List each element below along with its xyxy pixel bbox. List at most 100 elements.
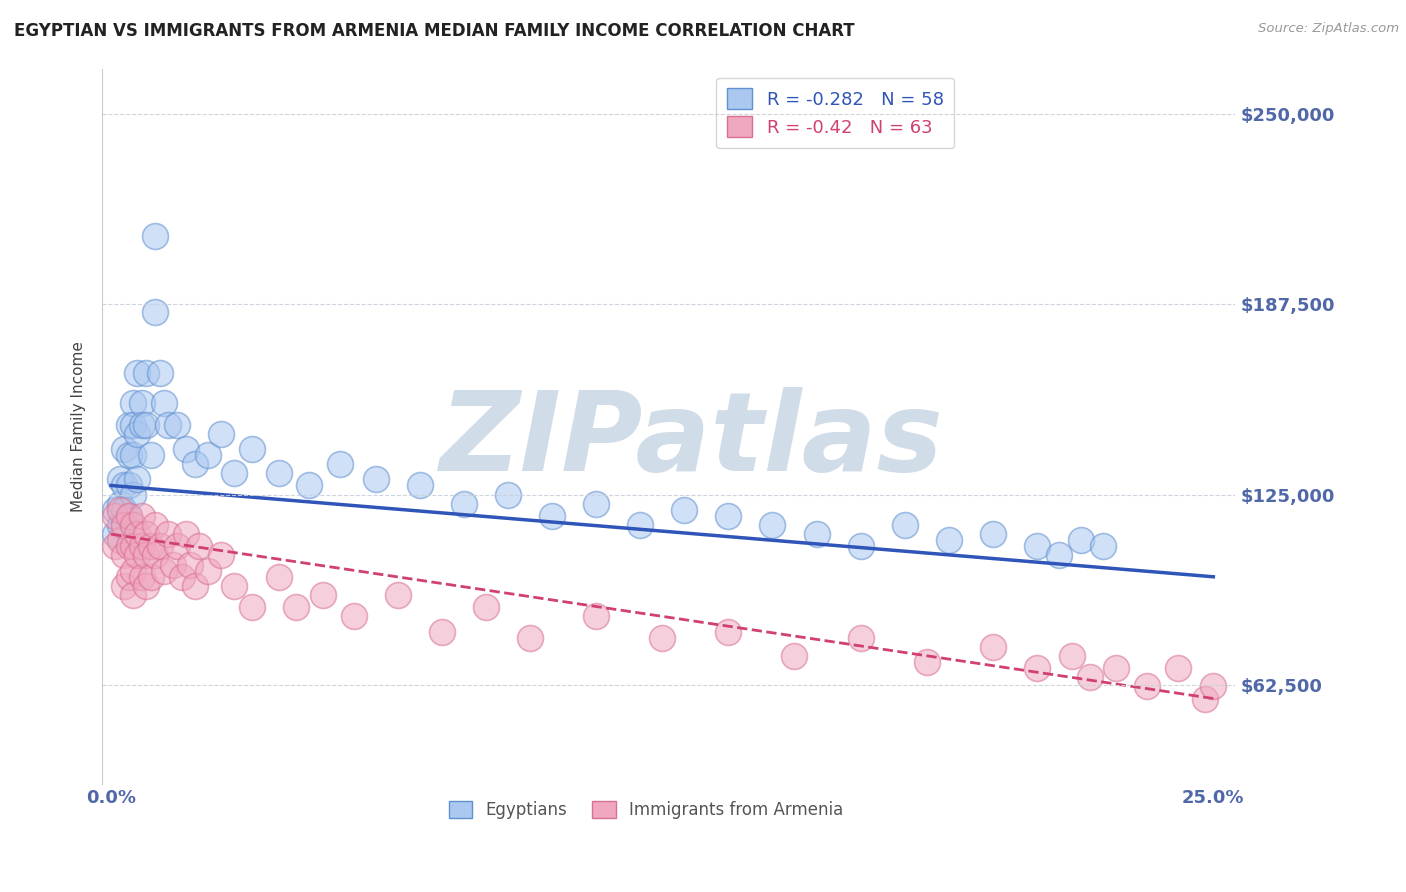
Text: Source: ZipAtlas.com: Source: ZipAtlas.com bbox=[1258, 22, 1399, 36]
Point bbox=[135, 579, 157, 593]
Point bbox=[1026, 539, 1049, 553]
Point bbox=[585, 609, 607, 624]
Point bbox=[188, 539, 211, 553]
Text: EGYPTIAN VS IMMIGRANTS FROM ARMENIA MEDIAN FAMILY INCOME CORRELATION CHART: EGYPTIAN VS IMMIGRANTS FROM ARMENIA MEDI… bbox=[14, 22, 855, 40]
Point bbox=[541, 508, 564, 523]
Point bbox=[139, 570, 162, 584]
Point bbox=[519, 631, 541, 645]
Point bbox=[139, 448, 162, 462]
Point bbox=[148, 366, 170, 380]
Point bbox=[170, 570, 193, 584]
Point bbox=[184, 457, 207, 471]
Point bbox=[267, 570, 290, 584]
Point bbox=[761, 518, 783, 533]
Point bbox=[267, 467, 290, 481]
Point bbox=[131, 396, 153, 410]
Point bbox=[131, 570, 153, 584]
Point bbox=[1062, 648, 1084, 663]
Point bbox=[143, 228, 166, 243]
Point bbox=[174, 527, 197, 541]
Point bbox=[1167, 661, 1189, 675]
Point bbox=[118, 508, 141, 523]
Text: ZIPatlas: ZIPatlas bbox=[440, 387, 943, 494]
Point bbox=[148, 539, 170, 553]
Point bbox=[122, 417, 145, 432]
Point bbox=[849, 539, 872, 553]
Point bbox=[475, 600, 498, 615]
Point bbox=[981, 640, 1004, 654]
Point bbox=[108, 503, 131, 517]
Point bbox=[342, 609, 364, 624]
Point bbox=[157, 417, 180, 432]
Point bbox=[1078, 670, 1101, 684]
Point bbox=[112, 549, 135, 563]
Point bbox=[143, 549, 166, 563]
Point bbox=[1070, 533, 1092, 548]
Point bbox=[1105, 661, 1128, 675]
Point bbox=[1047, 549, 1070, 563]
Point bbox=[127, 426, 149, 441]
Point bbox=[112, 579, 135, 593]
Point bbox=[197, 448, 219, 462]
Point bbox=[453, 497, 475, 511]
Point bbox=[197, 564, 219, 578]
Point bbox=[981, 527, 1004, 541]
Point bbox=[496, 487, 519, 501]
Point bbox=[915, 655, 938, 669]
Point bbox=[131, 508, 153, 523]
Point bbox=[112, 442, 135, 456]
Point bbox=[298, 478, 321, 492]
Point bbox=[651, 631, 673, 645]
Point bbox=[122, 396, 145, 410]
Point bbox=[153, 564, 176, 578]
Point bbox=[585, 497, 607, 511]
Point bbox=[104, 508, 127, 523]
Point bbox=[240, 442, 263, 456]
Point bbox=[112, 518, 135, 533]
Point bbox=[135, 366, 157, 380]
Point bbox=[108, 518, 131, 533]
Point bbox=[166, 417, 188, 432]
Point bbox=[938, 533, 960, 548]
Point bbox=[364, 472, 387, 486]
Point bbox=[118, 539, 141, 553]
Point bbox=[118, 448, 141, 462]
Point bbox=[311, 588, 333, 602]
Point bbox=[1136, 679, 1159, 693]
Point bbox=[139, 539, 162, 553]
Point bbox=[135, 549, 157, 563]
Legend: Egyptians, Immigrants from Armenia: Egyptians, Immigrants from Armenia bbox=[443, 794, 851, 825]
Point bbox=[135, 417, 157, 432]
Point bbox=[849, 631, 872, 645]
Point bbox=[122, 448, 145, 462]
Point bbox=[108, 472, 131, 486]
Point bbox=[329, 457, 352, 471]
Point bbox=[408, 478, 430, 492]
Point bbox=[157, 527, 180, 541]
Point bbox=[430, 624, 453, 639]
Point bbox=[224, 467, 246, 481]
Point bbox=[153, 396, 176, 410]
Point bbox=[118, 570, 141, 584]
Point bbox=[893, 518, 915, 533]
Point bbox=[174, 442, 197, 456]
Point bbox=[135, 527, 157, 541]
Point bbox=[628, 518, 651, 533]
Point bbox=[184, 579, 207, 593]
Point bbox=[166, 539, 188, 553]
Point bbox=[127, 366, 149, 380]
Point bbox=[131, 417, 153, 432]
Point bbox=[104, 539, 127, 553]
Point bbox=[127, 549, 149, 563]
Point bbox=[783, 648, 806, 663]
Point bbox=[143, 518, 166, 533]
Point bbox=[285, 600, 308, 615]
Point bbox=[108, 533, 131, 548]
Point bbox=[224, 579, 246, 593]
Point bbox=[143, 305, 166, 319]
Point bbox=[104, 503, 127, 517]
Point bbox=[717, 508, 740, 523]
Point bbox=[162, 558, 184, 572]
Point bbox=[108, 497, 131, 511]
Point bbox=[122, 487, 145, 501]
